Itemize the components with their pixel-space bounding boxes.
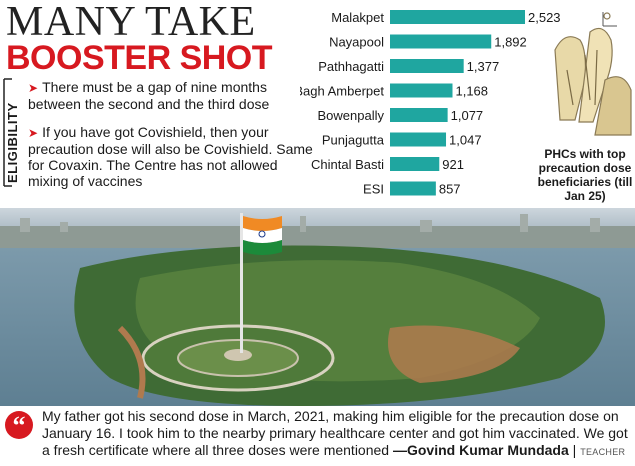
value-label: 1,077	[451, 108, 484, 123]
eligibility-bullet-2: ➤ If you have got Covishield, then your p…	[28, 124, 318, 189]
eligibility-bullet-2-text: If you have got Covishield, then your pr…	[28, 124, 313, 189]
quote-mark-icon: “	[5, 411, 33, 440]
chart-caption: PHCs with top precaution dose beneficiar…	[537, 147, 633, 203]
category-label: Nayapool	[329, 35, 384, 50]
bar	[390, 181, 436, 196]
eligibility-label: ELIGIBILITY	[5, 102, 20, 183]
value-label: 921	[442, 157, 464, 172]
category-label: Punjagutta	[322, 133, 385, 148]
bar	[390, 83, 453, 98]
quote-role: TEACHER	[580, 447, 626, 457]
value-label: 1,892	[494, 35, 527, 50]
value-label: 1,168	[455, 84, 488, 99]
eligibility-bracket	[3, 78, 12, 187]
category-label: Chintal Basti	[311, 157, 384, 172]
category-label: Bagh Amberpet	[300, 84, 384, 99]
arrow-right-icon: ➤	[28, 126, 39, 140]
bar	[390, 10, 525, 24]
value-label: 2,523	[528, 10, 561, 25]
svg-text:“: “	[13, 411, 26, 440]
aerial-photo-flag-park	[0, 208, 635, 406]
quote-body: My father got his second dose in March, …	[42, 408, 632, 461]
folded-hands-illustration	[554, 12, 632, 136]
headline-line-1: MANY TAKE	[6, 0, 256, 45]
value-label: 857	[439, 182, 461, 197]
eligibility-label-wrap: ELIGIBILITY	[5, 95, 20, 185]
category-label: Malakpet	[331, 10, 384, 25]
quote-text: My father got his second dose in March, …	[42, 408, 628, 458]
bar	[390, 34, 492, 49]
phc-bar-chart: Malakpet 2,523 Nayapool 1,892 Pathhagatti 1,3…	[300, 10, 561, 197]
bar	[390, 132, 447, 147]
quote-separator: |	[572, 442, 581, 458]
value-label: 1,047	[449, 133, 482, 148]
value-label: 1,377	[467, 59, 500, 74]
arrow-right-icon: ➤	[28, 81, 39, 95]
eligibility-bullet-1: ➤ There must be a gap of nine months betw…	[28, 79, 318, 112]
quote-box	[0, 406, 635, 466]
category-label: Pathhagatti	[318, 59, 384, 74]
category-label: Bowenpally	[318, 108, 385, 123]
bar	[390, 157, 440, 171]
bar	[390, 59, 464, 73]
bar	[390, 108, 448, 122]
category-label: ESI	[363, 182, 384, 197]
headline-line-2: BOOSTER SHOT	[6, 39, 273, 77]
eligibility-bullet-1-text: There must be a gap of nine months betwe…	[28, 79, 270, 112]
quote-author: —Govind Kumar Mundada	[392, 442, 569, 458]
